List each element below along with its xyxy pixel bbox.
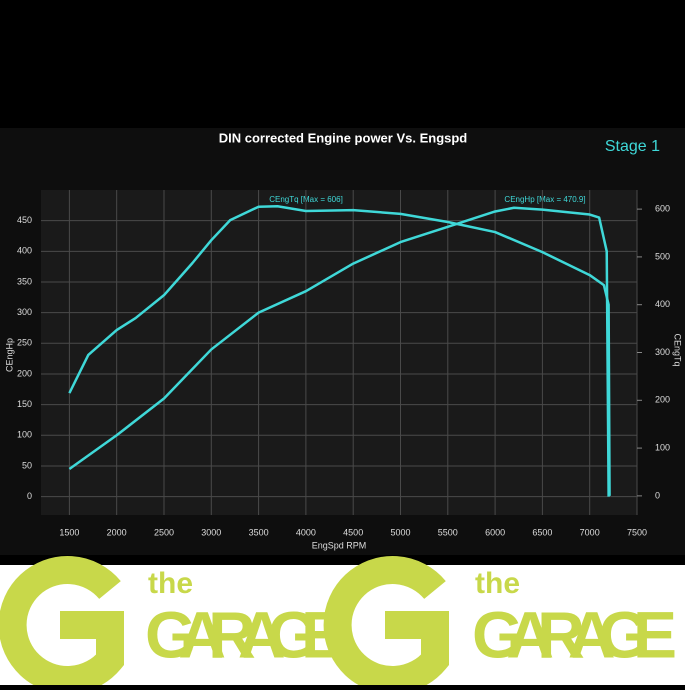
y-tick-label: 100 (17, 430, 32, 440)
y2-tick-label: 400 (655, 299, 670, 309)
y-tick-label: 200 (17, 368, 32, 378)
logo (0, 556, 449, 690)
x-tick-label: 6000 (485, 527, 505, 537)
y2-tick-label: 300 (655, 347, 670, 357)
logo-small: the (148, 567, 193, 600)
y-tick-label: 300 (17, 307, 32, 317)
x-tick-label: 1500 (59, 527, 79, 537)
stage-label: Stage 1 (605, 138, 660, 155)
x-tick-label: 7500 (627, 527, 647, 537)
x-tick-label: 2000 (107, 527, 127, 537)
line-series (68, 206, 610, 497)
plot-area (41, 190, 637, 515)
logo-large: GARAGE (145, 597, 345, 671)
y-tick-label: 0 (27, 491, 32, 501)
y2-tick-label: 200 (655, 395, 670, 405)
y-tick-label: 50 (22, 460, 32, 470)
x-tick-label: 3000 (201, 527, 221, 537)
y-tick-label: 400 (17, 246, 32, 256)
x-tick-label: 6500 (532, 527, 552, 537)
x-tick-label: 3500 (249, 527, 269, 537)
y-axis-label: CEngHp (4, 338, 14, 372)
x-tick-label: 5500 (438, 527, 458, 537)
y2-tick-label: 500 (655, 251, 670, 261)
y-tick-label: 450 (17, 215, 32, 225)
x-tick-label: 5000 (390, 527, 410, 537)
x-tick-label: 2500 (154, 527, 174, 537)
y-tick-label: 350 (17, 276, 32, 286)
y2-tick-label: 600 (655, 203, 670, 213)
logo-small: the (475, 567, 520, 600)
x-tick-label: 4500 (343, 527, 363, 537)
x-axis-label: EngSpd RPM (312, 540, 367, 550)
chart-title: DIN corrected Engine power Vs. Engspd (219, 130, 468, 145)
y2-tick-label: 100 (655, 442, 670, 452)
y2-axis-label: CEngTq (673, 333, 683, 366)
annotation: CEngHp [Max = 470.9] (504, 195, 585, 204)
x-tick-label: 7000 (580, 527, 600, 537)
y-tick-label: 150 (17, 399, 32, 409)
line-series (68, 205, 611, 496)
y-tick-label: 250 (17, 338, 32, 348)
y2-tick-label: 0 (655, 490, 660, 500)
x-tick-label: 4000 (296, 527, 316, 537)
logo-large: GARAGE (472, 597, 677, 671)
